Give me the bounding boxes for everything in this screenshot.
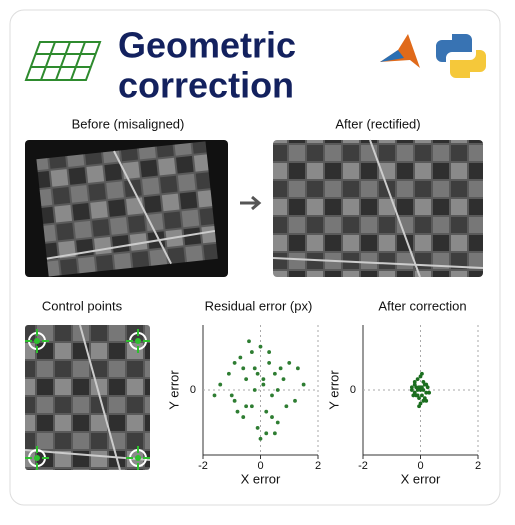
- after-image: [272, 139, 484, 278]
- misaligned-image: [36, 141, 218, 277]
- point: [420, 393, 424, 398]
- x-axis-label: X error: [401, 471, 441, 486]
- point: [424, 382, 429, 387]
- point: [255, 426, 260, 430]
- y-axis-label: Y error: [166, 370, 181, 410]
- x-tick-label: 0: [257, 460, 263, 472]
- point: [247, 339, 251, 344]
- point: [275, 420, 280, 425]
- panel-label: After (rectified): [335, 116, 420, 131]
- point: [267, 361, 272, 365]
- point: [249, 404, 254, 409]
- point: [252, 388, 257, 392]
- point: [249, 350, 254, 354]
- control-image: [24, 324, 151, 471]
- point: [415, 377, 420, 382]
- panel-label: Control points: [42, 298, 123, 313]
- point: [270, 393, 274, 398]
- x-tick-label: -2: [358, 460, 368, 472]
- point: [272, 431, 277, 436]
- point: [272, 371, 277, 376]
- point: [218, 382, 223, 387]
- chart-title: After correction: [378, 298, 466, 313]
- point: [415, 393, 420, 398]
- title-line: correction: [118, 65, 294, 106]
- matlab-logo: [380, 34, 420, 68]
- point: [244, 377, 249, 382]
- panel-label: Before (misaligned): [72, 116, 185, 131]
- x-tick-label: 0: [417, 460, 423, 472]
- point: [261, 377, 266, 382]
- point: [252, 366, 257, 371]
- point: [284, 404, 289, 409]
- point: [412, 379, 417, 384]
- point: [421, 388, 426, 392]
- x-tick-label: 2: [315, 460, 321, 472]
- point: [258, 344, 263, 349]
- point: [267, 350, 272, 354]
- point: [212, 393, 217, 398]
- point: [255, 371, 260, 376]
- point: [412, 390, 417, 395]
- point: [241, 415, 246, 419]
- point: [414, 385, 419, 390]
- point: [409, 385, 414, 390]
- point: [241, 366, 246, 371]
- point: [417, 404, 421, 409]
- point: [232, 398, 237, 403]
- y-tick-label: 0: [190, 384, 196, 396]
- point: [295, 366, 300, 371]
- y-axis-label: Y error: [326, 370, 341, 410]
- point: [229, 393, 234, 398]
- grid-icon: [24, 41, 102, 81]
- arrow: [240, 195, 262, 211]
- point: [238, 355, 243, 360]
- point: [261, 382, 266, 387]
- point: [235, 409, 240, 414]
- point: [420, 371, 424, 376]
- point: [281, 377, 286, 382]
- point: [264, 431, 269, 436]
- point: [424, 390, 429, 395]
- point: [270, 415, 274, 419]
- point: [418, 388, 423, 392]
- point: [424, 398, 429, 403]
- point: [421, 379, 426, 384]
- point: [278, 366, 283, 371]
- python-logo: [436, 34, 486, 78]
- x-axis-label: X error: [241, 471, 281, 486]
- title-line: Geometric: [118, 25, 296, 66]
- point: [409, 388, 414, 392]
- point: [275, 388, 280, 392]
- x-tick-label: 2: [475, 460, 481, 472]
- chart-title: Residual error (px): [205, 298, 313, 313]
- point: [258, 436, 263, 441]
- point: [264, 409, 269, 414]
- y-tick-label: 0: [350, 384, 356, 396]
- point: [244, 404, 249, 409]
- point: [293, 398, 297, 403]
- point: [232, 361, 237, 365]
- x-tick-label: -2: [198, 460, 208, 472]
- point: [226, 371, 231, 376]
- point: [287, 361, 292, 365]
- point: [301, 382, 306, 387]
- point: [427, 390, 432, 395]
